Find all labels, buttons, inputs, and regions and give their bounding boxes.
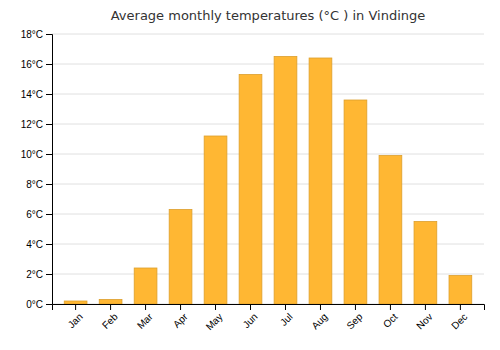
y-tick-label: 10°C <box>21 149 43 160</box>
x-tick: Oct <box>381 304 400 330</box>
grid-line <box>52 154 484 155</box>
x-tick: Mar <box>135 304 155 331</box>
x-tick-label: Sep <box>344 311 365 332</box>
x-tick: Jun <box>241 304 260 330</box>
x-tick-label: Nov <box>414 311 434 331</box>
y-tick-mark <box>46 154 52 155</box>
bar <box>169 210 192 305</box>
x-tick-mark <box>215 304 216 310</box>
y-tick-mark <box>46 64 52 65</box>
x-tick-label: Jan <box>66 311 85 330</box>
x-tick-mark <box>285 304 286 310</box>
bar <box>134 268 157 304</box>
bar <box>344 100 367 304</box>
x-tick-label: Jul <box>278 311 295 328</box>
x-tick-mark <box>110 304 111 310</box>
y-tick: 18°C <box>21 29 52 40</box>
y-tick-label: 18°C <box>21 29 43 40</box>
x-tick-mark <box>390 304 391 310</box>
y-tick-label: 4°C <box>26 239 43 250</box>
x-axis: Jan Feb Mar Apr May Jun Jul Aug Sep Oct Nov Dec <box>53 304 485 332</box>
y-tick-mark <box>46 274 52 275</box>
x-tick: Nov <box>414 304 434 331</box>
x-tick: Feb <box>100 304 120 331</box>
bar <box>449 276 472 305</box>
y-tick-mark <box>46 304 52 305</box>
y-tick-mark <box>46 124 52 125</box>
x-tick-mark <box>425 304 426 310</box>
x-tick-label: Jun <box>241 311 260 330</box>
y-tick: 0°C <box>26 299 52 310</box>
y-tick-mark <box>46 244 52 245</box>
y-tick-label: 12°C <box>21 119 43 130</box>
x-tick-label: Dec <box>449 311 469 331</box>
bar <box>99 300 122 305</box>
bar <box>309 58 332 304</box>
x-tick-mark <box>180 304 181 310</box>
y-tick-mark <box>46 214 52 215</box>
grid-line <box>52 214 484 215</box>
x-tick-mark <box>145 304 146 310</box>
grid-line <box>52 64 484 65</box>
x-tick-label: May <box>204 311 225 332</box>
bar <box>379 156 402 305</box>
y-tick: 2°C <box>26 269 52 280</box>
bar <box>239 75 262 305</box>
y-tick-mark <box>46 94 52 95</box>
y-tick-label: 16°C <box>21 59 43 70</box>
x-tick-label: Mar <box>135 311 155 331</box>
y-axis-line <box>46 35 53 305</box>
y-tick: 6°C <box>26 209 52 220</box>
bar <box>274 57 297 305</box>
x-tick: Sep <box>344 304 365 331</box>
x-tick: Aug <box>309 304 329 331</box>
x-tick: Jan <box>66 304 85 330</box>
x-tick: May <box>204 304 225 332</box>
y-tick: 12°C <box>21 119 52 130</box>
chart: Jan Feb Mar Apr May Jun Jul Aug Sep Oct Nov Dec 0°C 2… <box>0 0 500 350</box>
x-axis-line <box>53 305 485 311</box>
x-tick-label: Oct <box>381 311 400 330</box>
x-tick: Jul <box>278 304 295 328</box>
grid-line <box>52 184 484 185</box>
y-tick-label: 2°C <box>26 269 43 280</box>
x-tick-mark <box>355 304 356 310</box>
y-axis: 0°C 2°C 4°C 6°C 8°C 10°C 12°C 14°C 16°C 18°C <box>21 29 53 310</box>
y-tick: 16°C <box>21 59 52 70</box>
x-tick-mark <box>75 304 76 310</box>
y-tick: 10°C <box>21 149 52 160</box>
x-tick-label: Feb <box>100 311 120 331</box>
plot: Jan Feb Mar Apr May Jun Jul Aug Sep Oct Nov Dec 0°C 2… <box>21 29 485 333</box>
title: Average monthly temperatures (°C ) in Vi… <box>111 8 426 23</box>
y-tick-mark <box>46 34 52 35</box>
bar <box>64 301 87 304</box>
bars <box>64 57 472 305</box>
y-tick-mark <box>46 184 52 185</box>
y-tick-label: 0°C <box>26 299 43 310</box>
y-tick-label: 14°C <box>21 89 43 100</box>
x-tick: Dec <box>449 304 469 331</box>
x-tick-mark <box>320 304 321 310</box>
y-tick: 8°C <box>26 179 52 190</box>
grid-line <box>52 124 484 125</box>
x-tick-mark <box>460 304 461 310</box>
bar <box>204 136 227 304</box>
bar <box>414 222 437 305</box>
x-tick-mark <box>250 304 251 310</box>
grid-line <box>52 94 484 95</box>
x-tick-label: Apr <box>171 311 190 330</box>
y-tick-label: 6°C <box>26 209 43 220</box>
x-tick: Apr <box>171 304 190 330</box>
x-tick-label: Aug <box>309 311 329 331</box>
grid-line <box>52 34 484 35</box>
y-tick-label: 8°C <box>26 179 43 190</box>
grid <box>52 34 484 304</box>
y-tick: 4°C <box>26 239 52 250</box>
y-tick: 14°C <box>21 89 52 100</box>
